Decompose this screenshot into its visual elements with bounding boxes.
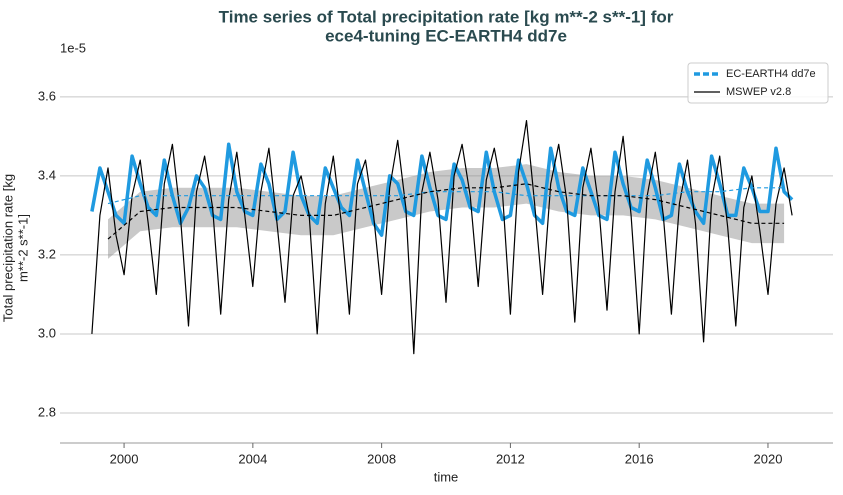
- x-tick-label: 2016: [625, 451, 654, 466]
- x-tick-label: 2012: [496, 451, 525, 466]
- x-tick-label: 2020: [754, 451, 783, 466]
- trend-line: [107, 187, 785, 205]
- x-tick-label: 2008: [367, 451, 396, 466]
- series-line: [91, 120, 793, 355]
- chart-title: Time series of Total precipitation rate …: [219, 7, 674, 26]
- y-tick-label: 3.0: [38, 325, 56, 340]
- y-axis-label: m**-2 s**-1]: [15, 214, 30, 282]
- series-line: [90, 142, 794, 237]
- legend-label: MSWEP v2.8: [726, 86, 791, 98]
- x-axis-label: time: [434, 469, 459, 484]
- y-tick-label: 2.8: [38, 404, 56, 419]
- y-axis-label: Total precipitation rate [kg: [0, 174, 15, 322]
- x-tick-label: 2004: [238, 451, 267, 466]
- x-tick-label: 2000: [110, 451, 139, 466]
- y-tick-label: 3.2: [38, 246, 56, 261]
- legend-box: [687, 62, 829, 104]
- y-tick-label: 3.4: [38, 167, 56, 182]
- trend-line: [107, 183, 785, 240]
- y-offset-label: 1e-5: [60, 40, 86, 55]
- chart-title: ece4-tuning EC-EARTH4 dd7e: [325, 26, 567, 45]
- legend-label: EC-EARTH4 dd7e: [726, 68, 816, 80]
- y-tick-label: 3.6: [38, 88, 56, 103]
